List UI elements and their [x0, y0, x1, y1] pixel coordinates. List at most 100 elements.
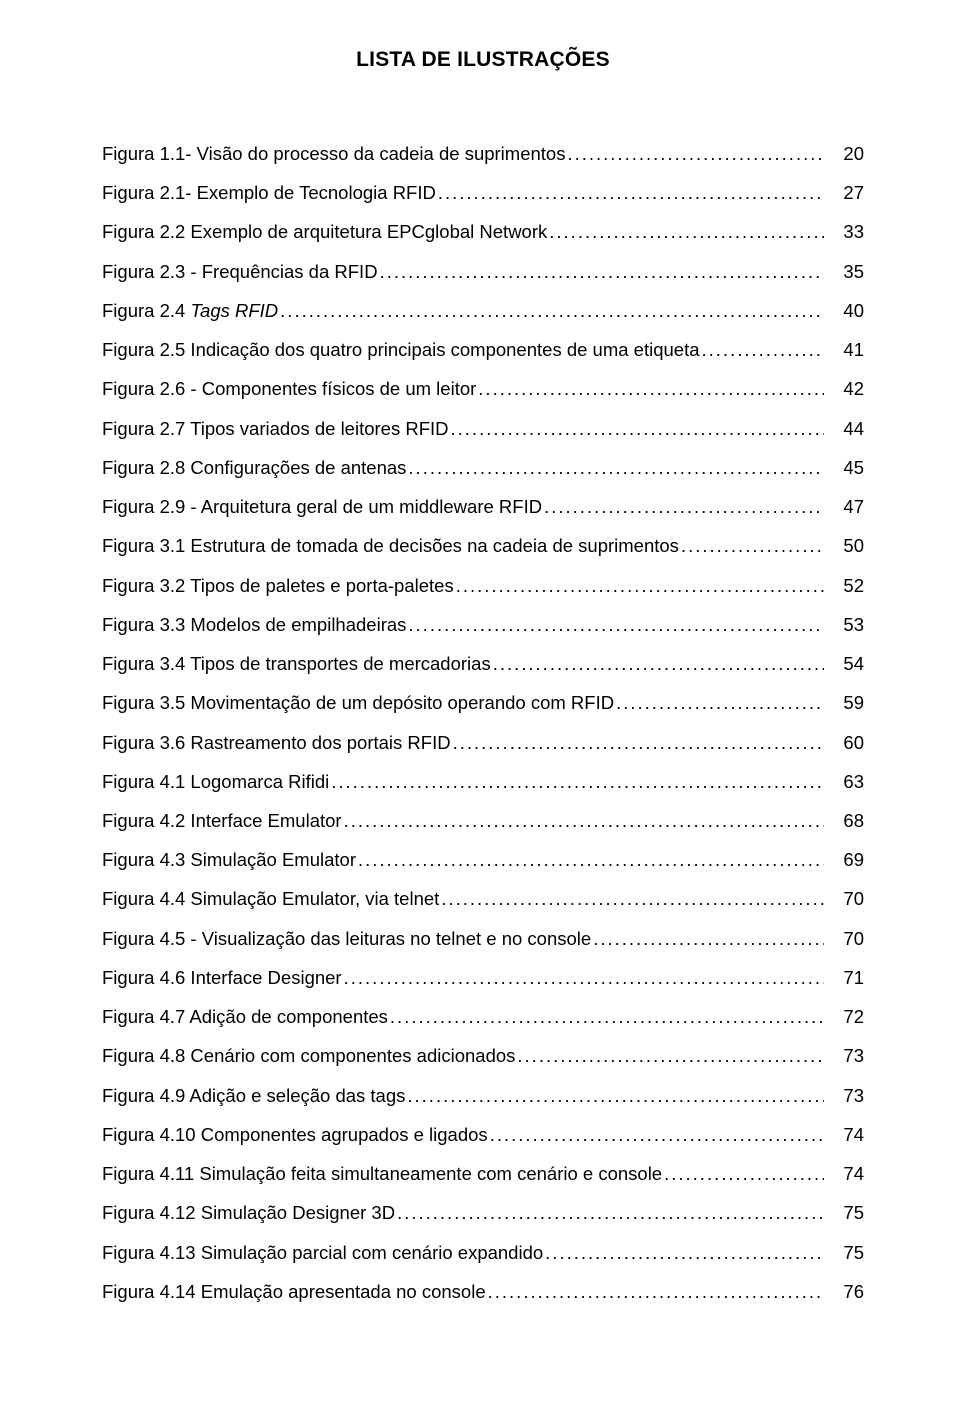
toc-entry-label: Figura 3.3 Modelos de empilhadeiras — [102, 613, 406, 637]
toc-leader-dots — [488, 1280, 824, 1304]
toc-entry: Figura 4.4 Simulação Emulator, via telne… — [102, 887, 864, 911]
toc-entry: Figura 2.3 - Frequências da RFID 35 — [102, 260, 864, 284]
toc-entry: Figura 4.5 - Visualização das leituras n… — [102, 927, 864, 951]
toc-entry-page: 60 — [836, 731, 864, 755]
toc-entry: Figura 4.10 Componentes agrupados e liga… — [102, 1123, 864, 1147]
toc-entry-label: Figura 4.6 Interface Designer — [102, 966, 342, 990]
toc-entry-page: 33 — [836, 220, 864, 244]
toc-entry-label: Figura 1.1- Visão do processo da cadeia … — [102, 142, 565, 166]
toc-entry: Figura 4.1 Logomarca Rifidi 63 — [102, 770, 864, 794]
toc-entry-page: 73 — [836, 1084, 864, 1108]
toc-leader-dots — [331, 770, 824, 794]
toc-entry-label: Figura 3.6 Rastreamento dos portais RFID — [102, 731, 451, 755]
toc-entry-page: 68 — [836, 809, 864, 833]
toc-entry-label: Figura 2.9 - Arquitetura geral de um mid… — [102, 495, 542, 519]
toc-entry-page: 69 — [836, 848, 864, 872]
toc-entry-label: Figura 2.3 - Frequências da RFID — [102, 260, 378, 284]
toc-entry: Figura 4.11 Simulação feita simultaneame… — [102, 1162, 864, 1186]
toc-entry-label: Figura 2.2 Exemplo de arquitetura EPCglo… — [102, 220, 547, 244]
toc-entry: Figura 3.5 Movimentação de um depósito o… — [102, 691, 864, 715]
toc-entry-label: Figura 3.1 Estrutura de tomada de decisõ… — [102, 534, 679, 558]
toc-entry-page: 73 — [836, 1044, 864, 1068]
toc-entry-label: Figura 2.5 Indicação dos quatro principa… — [102, 338, 700, 362]
toc-leader-dots — [358, 848, 824, 872]
toc-entry: Figura 4.12 Simulação Designer 3D 75 — [102, 1201, 864, 1225]
toc-leader-dots — [681, 534, 824, 558]
toc-leader-dots — [616, 691, 824, 715]
toc-entry-page: 27 — [836, 181, 864, 205]
toc-entry: Figura 4.14 Emulação apresentada no cons… — [102, 1280, 864, 1304]
toc-entry-page: 50 — [836, 534, 864, 558]
toc-entry: Figura 4.8 Cenário com componentes adici… — [102, 1044, 864, 1068]
toc-leader-dots — [517, 1044, 824, 1068]
toc-leader-dots — [408, 613, 824, 637]
toc-leader-dots — [544, 495, 824, 519]
toc-entry-label: Figura 2.6 - Componentes físicos de um l… — [102, 377, 476, 401]
toc-entry: Figura 1.1- Visão do processo da cadeia … — [102, 142, 864, 166]
toc-leader-dots — [408, 456, 824, 480]
toc-entry: Figura 2.4 Tags RFID40 — [102, 299, 864, 323]
toc-leader-dots — [407, 1084, 824, 1108]
toc-leader-dots — [593, 927, 824, 951]
toc-entry: Figura 4.6 Interface Designer71 — [102, 966, 864, 990]
toc-entry-page: 74 — [836, 1162, 864, 1186]
toc-leader-dots — [490, 1123, 824, 1147]
toc-entry-page: 47 — [836, 495, 864, 519]
toc-entry: Figura 2.9 - Arquitetura geral de um mid… — [102, 495, 864, 519]
page-container: LISTA DE ILUSTRAÇÕES Figura 1.1- Visão d… — [0, 0, 960, 1413]
toc-entry-page: 54 — [836, 652, 864, 676]
toc-leader-dots — [664, 1162, 824, 1186]
toc-leader-dots — [344, 809, 824, 833]
toc-entry-label: Figura 4.11 Simulação feita simultaneame… — [102, 1162, 662, 1186]
toc-entry-label: Figura 3.5 Movimentação de um depósito o… — [102, 691, 614, 715]
toc-entry: Figura 4.13 Simulação parcial com cenári… — [102, 1241, 864, 1265]
toc-entry-page: 44 — [836, 417, 864, 441]
toc-entry-label: Figura 4.2 Interface Emulator — [102, 809, 342, 833]
toc-leader-dots — [397, 1201, 824, 1225]
toc-leader-dots — [451, 417, 824, 441]
toc-entry: Figura 3.4 Tipos de transportes de merca… — [102, 652, 864, 676]
toc-entry-page: 42 — [836, 377, 864, 401]
toc-entry-page: 41 — [836, 338, 864, 362]
toc-entry-label: Figura 4.14 Emulação apresentada no cons… — [102, 1280, 486, 1304]
toc-entry-page: 76 — [836, 1280, 864, 1304]
toc-entry-label: Figura 4.4 Simulação Emulator, via telne… — [102, 887, 439, 911]
toc-entry: Figura 4.2 Interface Emulator 68 — [102, 809, 864, 833]
toc-entry-page: 75 — [836, 1201, 864, 1225]
toc-entry: Figura 2.6 - Componentes físicos de um l… — [102, 377, 864, 401]
toc-entry-page: 20 — [836, 142, 864, 166]
toc-entry-label: Figura 3.4 Tipos de transportes de merca… — [102, 652, 491, 676]
toc-entry-label-italic: Tags RFID — [190, 300, 278, 321]
toc-entry-label: Figura 4.3 Simulação Emulator — [102, 848, 356, 872]
toc-entry-page: 70 — [836, 927, 864, 951]
toc-entry-page: 59 — [836, 691, 864, 715]
toc-leader-dots — [567, 142, 824, 166]
toc-entry-page: 72 — [836, 1005, 864, 1029]
toc-leader-dots — [478, 377, 824, 401]
toc-entry: Figura 2.2 Exemplo de arquitetura EPCglo… — [102, 220, 864, 244]
toc-entry-page: 63 — [836, 770, 864, 794]
toc-entry: Figura 2.8 Configurações de antenas 45 — [102, 456, 864, 480]
toc-entry-label: Figura 4.12 Simulação Designer 3D — [102, 1201, 395, 1225]
toc-entry-page: 40 — [836, 299, 864, 323]
entries-list: Figura 1.1- Visão do processo da cadeia … — [102, 142, 864, 1319]
toc-entry: Figura 4.9 Adição e seleção das tags73 — [102, 1084, 864, 1108]
toc-entry-label: Figura 3.2 Tipos de paletes e porta-pale… — [102, 574, 454, 598]
toc-entry-page: 45 — [836, 456, 864, 480]
toc-entry-page: 75 — [836, 1241, 864, 1265]
toc-entry-label: Figura 2.7 Tipos variados de leitores RF… — [102, 417, 449, 441]
toc-entry-label: Figura 4.8 Cenário com componentes adici… — [102, 1044, 515, 1068]
toc-leader-dots — [344, 966, 824, 990]
toc-entry-page: 53 — [836, 613, 864, 637]
toc-entry-page: 35 — [836, 260, 864, 284]
toc-entry-label: Figura 2.8 Configurações de antenas — [102, 456, 406, 480]
toc-entry-label: Figura 4.5 - Visualização das leituras n… — [102, 927, 591, 951]
toc-entry: Figura 4.3 Simulação Emulator 69 — [102, 848, 864, 872]
toc-entry-label: Figura 4.13 Simulação parcial com cenári… — [102, 1241, 543, 1265]
toc-entry-label: Figura 4.10 Componentes agrupados e liga… — [102, 1123, 488, 1147]
toc-entry: Figura 3.6 Rastreamento dos portais RFID… — [102, 731, 864, 755]
toc-leader-dots — [549, 220, 824, 244]
toc-entry: Figura 3.1 Estrutura de tomada de decisõ… — [102, 534, 864, 558]
toc-entry-label: Figura 4.7 Adição de componentes — [102, 1005, 388, 1029]
toc-entry-label: Figura 4.1 Logomarca Rifidi — [102, 770, 329, 794]
